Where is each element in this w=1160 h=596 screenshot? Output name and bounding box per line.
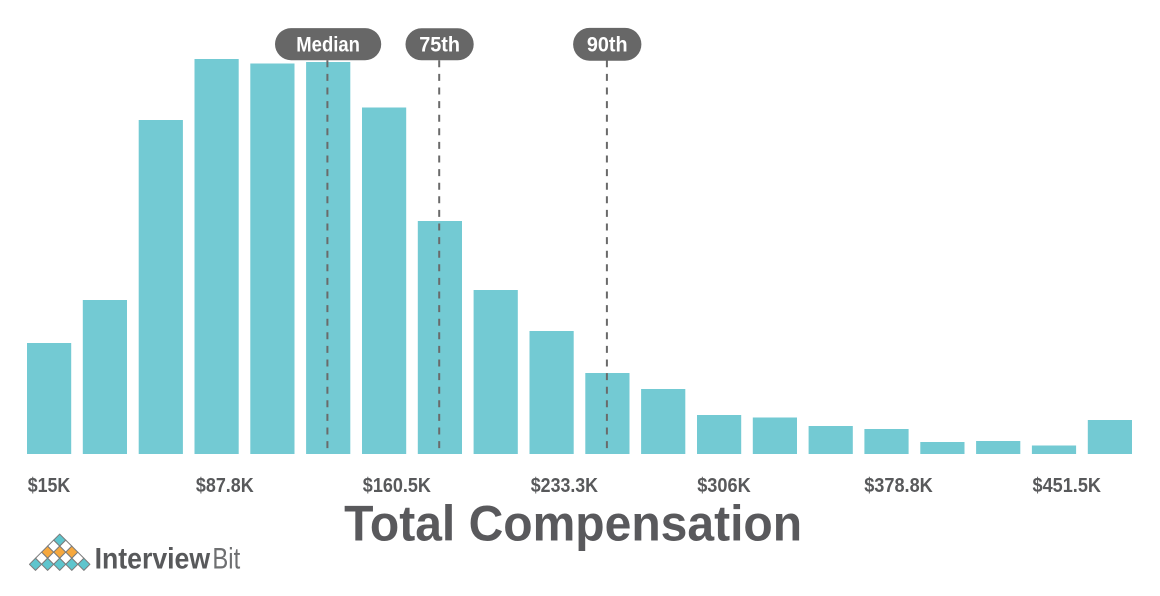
svg-text:$15K: $15K xyxy=(28,475,71,497)
svg-text:Interview: Interview xyxy=(95,543,211,576)
svg-text:90th: 90th xyxy=(587,34,628,57)
svg-text:$451.5K: $451.5K xyxy=(1033,475,1102,497)
svg-text:Bit: Bit xyxy=(212,543,240,576)
svg-text:$160.5K: $160.5K xyxy=(363,475,431,497)
svg-text:Total Compensation: Total Compensation xyxy=(344,495,802,552)
svg-text:$233.3K: $233.3K xyxy=(531,475,599,497)
svg-text:75th: 75th xyxy=(419,34,460,57)
svg-text:$378.8K: $378.8K xyxy=(864,475,933,497)
svg-text:$87.8K: $87.8K xyxy=(196,475,254,497)
svg-text:Median: Median xyxy=(296,34,360,57)
svg-text:$306K: $306K xyxy=(697,475,751,497)
